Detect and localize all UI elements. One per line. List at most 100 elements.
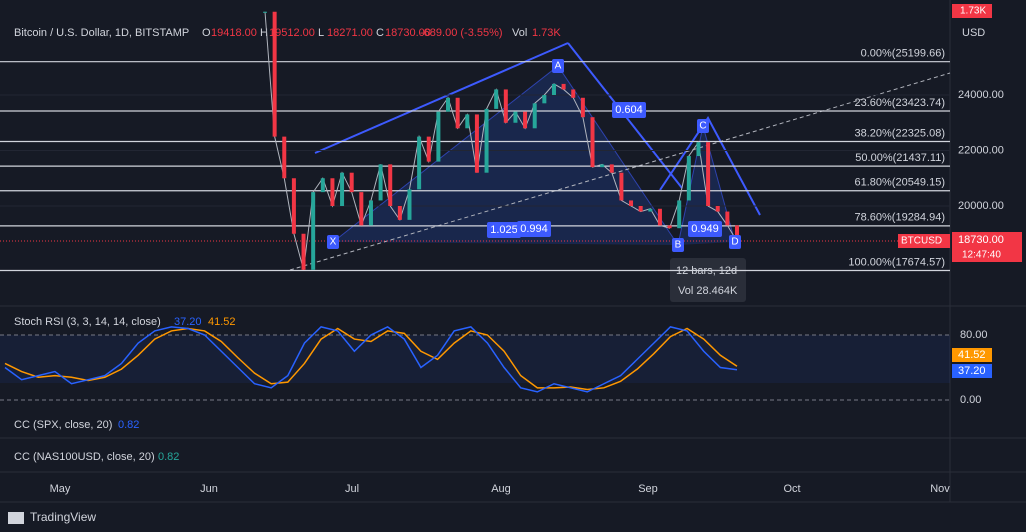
- pattern-point: D: [731, 237, 738, 248]
- pattern-point-bg: [327, 235, 339, 249]
- ohlc-value: 19512.00: [269, 27, 315, 39]
- cc-nas-value: 0.82: [158, 451, 179, 463]
- stoch-tick-label: 80.00: [960, 329, 988, 341]
- candle: [455, 97, 460, 129]
- k-badge: 37.20: [958, 365, 986, 377]
- candle: [619, 172, 624, 201]
- pattern-point: C: [699, 121, 706, 132]
- symbol-title: Bitcoin / U.S. Dollar, 1D, BITSTAMP: [14, 27, 189, 39]
- candle: [465, 114, 470, 129]
- pattern-point-bg: [552, 59, 564, 73]
- candle: [397, 206, 402, 220]
- candle: [301, 233, 306, 270]
- candle: [551, 83, 556, 95]
- candle: [426, 136, 431, 162]
- pattern-point-bg: [697, 119, 709, 133]
- candle: [378, 164, 383, 201]
- tooltip-vol: Vol 28.464K: [678, 285, 738, 297]
- candle: [571, 89, 576, 98]
- stoch-k: [4, 326, 738, 393]
- cc-nas-title: CC (NAS100USD, close, 20): [14, 451, 155, 463]
- panel-borders: [0, 0, 1026, 503]
- fib-label: 61.80%(20549.15): [854, 177, 945, 189]
- candle: [600, 164, 605, 168]
- cc-spx-value: 0.82: [118, 419, 139, 431]
- candle: [417, 136, 422, 190]
- stoch-band: [0, 335, 950, 383]
- stoch-k-label: 37.20: [174, 316, 202, 328]
- candle: [696, 142, 701, 157]
- candle: [629, 200, 634, 206]
- pattern-point: B: [675, 240, 682, 251]
- candle: [272, 11, 277, 137]
- candle: [532, 103, 537, 129]
- candle: [686, 156, 691, 201]
- fib-label: 50.00%(21437.11): [855, 152, 945, 164]
- candle: [561, 83, 566, 90]
- candle: [494, 89, 499, 109]
- stoch-title: Stoch RSI (3, 3, 14, 14, close): [14, 316, 161, 328]
- candle: [725, 211, 730, 226]
- stoch-d: [4, 327, 738, 391]
- fib-label: 23.60%(23423.74): [854, 97, 945, 109]
- candle: [580, 97, 585, 118]
- fib-label: 0.00%(25199.66): [861, 48, 945, 60]
- fib-label: 38.20%(22325.08): [854, 127, 945, 139]
- candle: [291, 178, 296, 234]
- candle: [407, 189, 412, 220]
- candle: [368, 200, 373, 226]
- month-label: Nov: [930, 483, 950, 495]
- candle: [735, 225, 739, 242]
- pattern-ratio: 0.949: [691, 223, 719, 235]
- ohlc-key: L: [318, 27, 324, 39]
- candle: [667, 225, 672, 229]
- change: -689.00 (-3.55%): [420, 27, 503, 39]
- fib-label: 78.60%(19284.94): [854, 212, 945, 224]
- candle: [484, 108, 489, 173]
- price-badge: 18730.00: [958, 234, 1004, 246]
- ohlc-value: 18730.00: [385, 27, 431, 39]
- candle: [715, 206, 720, 212]
- month-label: May: [50, 483, 71, 495]
- candle: [349, 172, 354, 193]
- candle: [609, 164, 614, 173]
- month-label: Aug: [491, 483, 511, 495]
- candle: [446, 97, 451, 112]
- candle: [282, 136, 287, 179]
- candle: [638, 206, 643, 212]
- brand: TradingView: [30, 510, 96, 524]
- d-badge: 41.52: [958, 349, 986, 361]
- candle: [311, 192, 316, 270]
- volume-badge: 1.73K: [960, 6, 986, 17]
- stoch-tick-label: 0.00: [960, 394, 981, 406]
- ratio-bg: [487, 222, 521, 238]
- candle: [388, 164, 393, 206]
- ohlc-key: C: [376, 27, 384, 39]
- pattern-point: X: [330, 237, 337, 248]
- candle: [436, 111, 441, 162]
- candle: [503, 89, 508, 123]
- candle: [542, 95, 547, 104]
- pattern-point-bg: [672, 238, 684, 252]
- stoch-d-label: 41.52: [208, 316, 236, 328]
- pattern-ratio: 1.025: [490, 224, 518, 236]
- k-badge-bg: [952, 364, 992, 378]
- price-badge-bg: [952, 232, 1022, 262]
- ohlc-key: H: [260, 27, 268, 39]
- brand-logo: [8, 512, 24, 524]
- vol-label: Vol: [512, 27, 527, 39]
- candle: [706, 142, 711, 206]
- tooltip-box: [670, 258, 746, 302]
- candle: [340, 172, 345, 206]
- d-badge-bg: [952, 348, 992, 362]
- month-label: Oct: [783, 483, 800, 495]
- fib-label: 100.00%(17674.57): [848, 256, 945, 268]
- month-label: Sep: [638, 483, 658, 495]
- price-tick-label: 20000.00: [958, 200, 1004, 212]
- candle: [330, 178, 335, 206]
- month-label: Jul: [345, 483, 359, 495]
- candle: [359, 192, 364, 226]
- candle: [513, 111, 518, 123]
